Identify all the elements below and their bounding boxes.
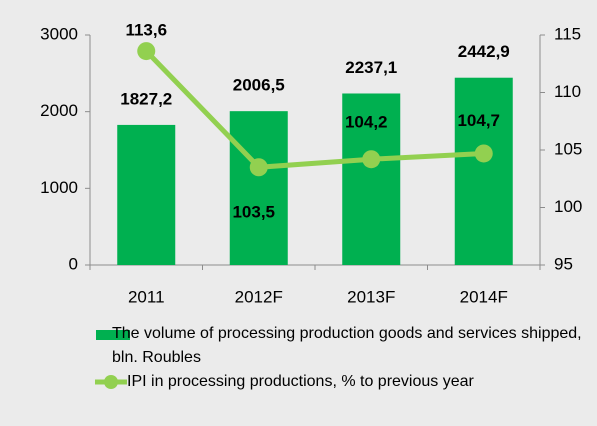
line-value-label: 103,5: [232, 203, 275, 222]
x-tick-label: 2011: [128, 287, 165, 306]
legend-line-label: IPI in processing productions, % to prev…: [127, 373, 474, 390]
y2-tick-label: 100: [554, 197, 582, 216]
y2-tick-label: 115: [554, 24, 581, 43]
y-tick-label: 2000: [40, 101, 78, 120]
x-tick-label: 2013F: [347, 287, 395, 306]
bar-value-label: 1827,2: [120, 89, 172, 108]
legend-bar-label: The volume of processing production good…: [112, 325, 582, 366]
line: [144, 49, 484, 170]
line-marker: [137, 42, 156, 61]
bar-value-label: 2442,9: [458, 42, 510, 61]
bar-value-label: 2237,1: [345, 58, 397, 77]
x-tick-label: 2012F: [235, 287, 283, 306]
bar: [454, 77, 513, 265]
x-tick-label: 2014F: [460, 287, 508, 306]
y-tick-label: 1000: [40, 178, 78, 197]
line-marker: [362, 150, 381, 169]
legend-bar-swatch: [96, 330, 130, 340]
bar-value-label: 2006,5: [233, 76, 285, 95]
bar: [229, 111, 288, 265]
y-tick-label: 0: [69, 254, 78, 273]
line-value-label: 113,6: [125, 21, 167, 40]
y-tick-label: 3000: [40, 24, 78, 43]
line-marker: [474, 144, 493, 163]
line-value-label: 104,2: [345, 113, 388, 132]
line-marker: [249, 158, 268, 177]
legend-line-marker: [104, 375, 118, 389]
line-value-label: 104,7: [457, 111, 500, 130]
bar: [117, 124, 176, 265]
y2-tick-label: 95: [554, 254, 573, 273]
bar: [342, 93, 401, 265]
y2-tick-label: 110: [554, 82, 581, 101]
y2-tick-label: 105: [554, 139, 582, 158]
